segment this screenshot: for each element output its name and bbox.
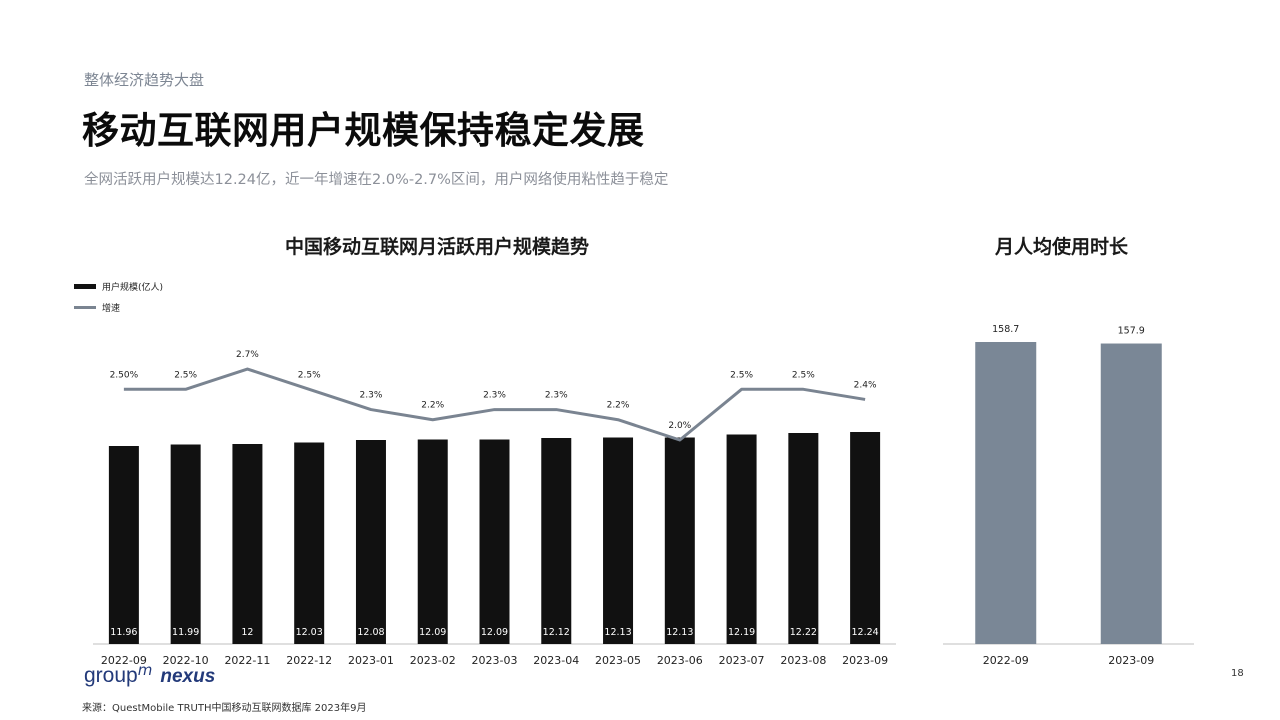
growth-point-label: 2.5%	[730, 370, 753, 380]
page-number: 18	[1231, 668, 1244, 679]
main-x-tick-label: 2023-06	[657, 654, 703, 667]
main-bar	[294, 442, 325, 644]
main-bar-label: 11.96	[110, 627, 137, 638]
source-note: 来源：QuestMobile TRUTH中国移动互联网数据库 2023年9月	[82, 703, 367, 714]
main-x-tick-label: 2023-02	[410, 654, 456, 667]
main-bar-label: 12.24	[852, 627, 879, 638]
side-chart-title: 月人均使用时长	[995, 236, 1129, 258]
growth-point-label: 2.0%	[668, 421, 691, 431]
legend-item-growth: 增速	[74, 301, 163, 314]
main-bar-label: 12.12	[543, 627, 570, 638]
main-bar	[726, 434, 757, 644]
main-bar	[541, 438, 572, 644]
main-chart-legend: 用户规模(亿人) 增速	[74, 280, 163, 314]
legend-label-growth: 增速	[102, 304, 121, 314]
main-x-tick-label: 2023-08	[780, 654, 826, 667]
legend-swatch-line	[74, 306, 96, 309]
section-kicker: 整体经济趋势大盘	[84, 71, 205, 89]
main-x-tick-label: 2023-01	[348, 654, 394, 667]
logo-nexus-text: nexus	[160, 666, 216, 687]
main-x-tick-label: 2022-12	[286, 654, 332, 667]
growth-point-label: 2.50%	[110, 370, 139, 380]
legend-item-users: 用户规模(亿人)	[74, 280, 163, 293]
logo-groupm-text: group	[84, 664, 138, 687]
legend-label-users: 用户规模(亿人)	[102, 283, 164, 293]
main-x-tick-label: 2023-04	[533, 654, 579, 667]
growth-point-label: 2.2%	[421, 401, 444, 411]
main-x-tick-label: 2023-05	[595, 654, 641, 667]
side-bar-label: 157.9	[1118, 326, 1145, 337]
growth-point-label: 2.4%	[854, 380, 877, 390]
main-x-tick-label: 2023-07	[719, 654, 765, 667]
side-bar	[1100, 343, 1162, 644]
main-bar-label: 12.19	[728, 627, 755, 638]
growth-point-label: 2.5%	[792, 370, 815, 380]
main-bar	[788, 433, 819, 644]
main-x-tick-label: 2022-10	[163, 654, 209, 667]
main-x-tick-label: 2023-03	[472, 654, 518, 667]
main-bar	[850, 432, 881, 644]
main-bar	[603, 437, 634, 644]
growth-point-label: 2.2%	[607, 401, 630, 411]
growth-point-label: 2.5%	[298, 370, 321, 380]
main-bar-label: 12.09	[481, 627, 508, 638]
page-subtitle: 全网活跃用户规模达12.24亿，近一年增速在2.0%-2.7%区间，用户网络使用…	[84, 172, 669, 188]
main-chart-title: 中国移动互联网月活跃用户规模趋势	[285, 236, 590, 258]
logo-m-text: m	[137, 661, 153, 679]
main-bar	[355, 440, 386, 644]
main-bar-label: 11.99	[172, 627, 199, 638]
side-x-tick-label: 2023-09	[1108, 654, 1154, 667]
main-bar-label: 12.03	[296, 627, 323, 638]
main-bar	[108, 446, 139, 644]
main-chart: 11.96 2022-09 11.99 2022-10 12 2022-11 12.03 20…	[93, 350, 896, 667]
growth-point-label: 2.7%	[236, 350, 259, 360]
main-bar	[664, 437, 695, 644]
main-bar	[479, 439, 510, 644]
growth-point-label: 2.3%	[545, 391, 568, 401]
main-bar	[417, 439, 448, 644]
side-bar-label: 158.7	[992, 324, 1019, 335]
main-bar-label: 12	[241, 627, 253, 638]
growth-point-label: 2.3%	[360, 391, 383, 401]
main-x-tick-label: 2023-09	[842, 654, 888, 667]
main-bar-label: 12.13	[666, 627, 693, 638]
side-x-tick-label: 2022-09	[983, 654, 1029, 667]
main-bar-label: 12.08	[357, 627, 384, 638]
main-bar-label: 12.22	[790, 627, 817, 638]
legend-swatch-bar	[74, 284, 96, 289]
growth-point-label: 2.5%	[174, 370, 197, 380]
growth-point-label: 2.3%	[483, 391, 506, 401]
side-bar	[975, 342, 1037, 644]
main-bar	[232, 444, 263, 644]
main-bar-label: 12.13	[604, 627, 631, 638]
main-x-tick-label: 2022-09	[101, 654, 147, 667]
groupm-nexus-logo: group m nexus	[84, 661, 216, 688]
page-title: 移动互联网用户规模保持稳定发展	[82, 109, 645, 152]
side-chart: 158.7 2022-09 157.9 2023-09	[943, 324, 1194, 667]
growth-line	[123, 367, 866, 442]
main-bar	[170, 444, 201, 644]
main-bar-label: 12.09	[419, 627, 446, 638]
main-x-tick-label: 2022-11	[224, 654, 270, 667]
